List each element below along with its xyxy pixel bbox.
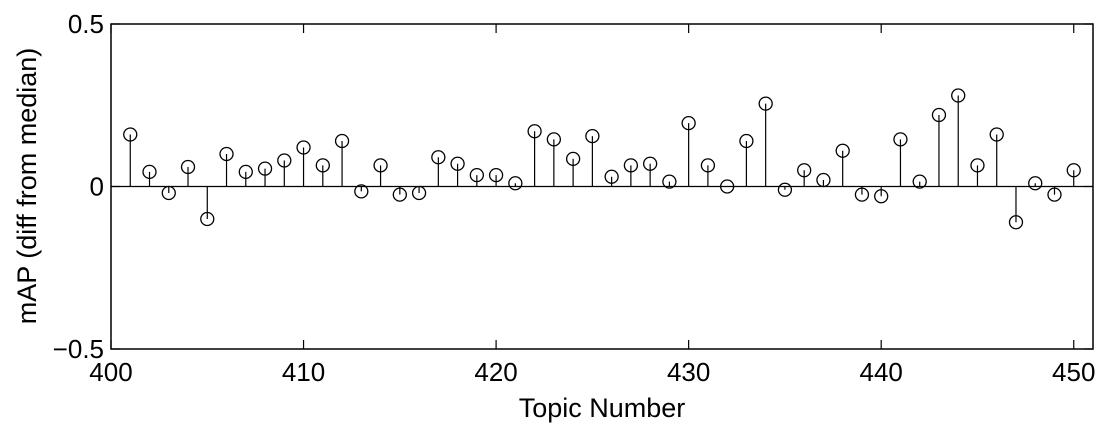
stem-marker <box>431 150 446 165</box>
stem-marker <box>277 153 292 168</box>
stem-marker <box>777 182 793 197</box>
x-tick-label: 430 <box>667 357 710 387</box>
stem-marker <box>816 172 831 188</box>
stem-marker <box>700 158 716 173</box>
stem-marker <box>411 185 427 201</box>
stem-marker <box>951 88 966 103</box>
stem-marker <box>180 159 196 175</box>
stem-marker <box>912 174 927 189</box>
stem-marker <box>238 164 253 180</box>
stem-marker <box>797 163 812 178</box>
y-tick-label: 0.5 <box>68 9 104 39</box>
stem-marker <box>1066 163 1081 178</box>
stem-marker <box>123 127 138 142</box>
stem-marker <box>373 158 388 173</box>
stem-marker <box>720 179 735 194</box>
stem-marker <box>257 161 273 176</box>
stem-marker <box>508 176 523 191</box>
stem-marker <box>604 169 619 184</box>
stem-marker <box>931 107 947 123</box>
y-tick-label: 0 <box>90 172 104 202</box>
stem-marker <box>854 187 870 202</box>
stem-marker <box>469 167 484 183</box>
stem-marker <box>354 184 369 199</box>
stem-marker <box>450 156 465 171</box>
stem-marker <box>392 187 407 202</box>
y-tick-label: −0.5 <box>53 334 104 364</box>
stem-marker <box>565 151 581 167</box>
stem-marker <box>642 156 658 171</box>
stem-marker <box>989 127 1004 142</box>
x-tick-label: 420 <box>474 357 517 387</box>
stem-marker <box>334 133 350 149</box>
stem-marker <box>585 128 600 144</box>
x-tick-label: 400 <box>89 357 132 387</box>
stem-marker <box>970 158 985 173</box>
stem-marker <box>623 158 639 173</box>
stem-marker <box>893 132 908 147</box>
stem-marker <box>315 158 330 173</box>
x-tick-label: 450 <box>1052 357 1095 387</box>
stem-marker <box>527 124 542 139</box>
stem-marker <box>546 132 562 147</box>
stem-marker <box>1028 176 1043 191</box>
y-axis-label: mAP (diff from median) <box>12 48 42 325</box>
stem-marker <box>874 189 889 204</box>
stem-marker <box>488 167 504 183</box>
stem-marker <box>739 133 754 149</box>
x-tick-label: 440 <box>860 357 903 387</box>
stem-marker <box>142 164 157 180</box>
stem-marker <box>161 185 176 201</box>
stem-marker <box>200 211 215 227</box>
stem-marker <box>1047 187 1062 202</box>
stem-marker <box>296 140 311 155</box>
stem-marker <box>662 174 677 189</box>
stem-marker <box>681 115 696 131</box>
stem-marker <box>1008 215 1024 230</box>
stem-marker <box>835 143 850 158</box>
x-tick-label: 410 <box>282 357 325 387</box>
stem-marker <box>758 96 773 111</box>
x-axis-label: Topic Number <box>519 393 686 423</box>
stem-marker <box>219 146 234 162</box>
